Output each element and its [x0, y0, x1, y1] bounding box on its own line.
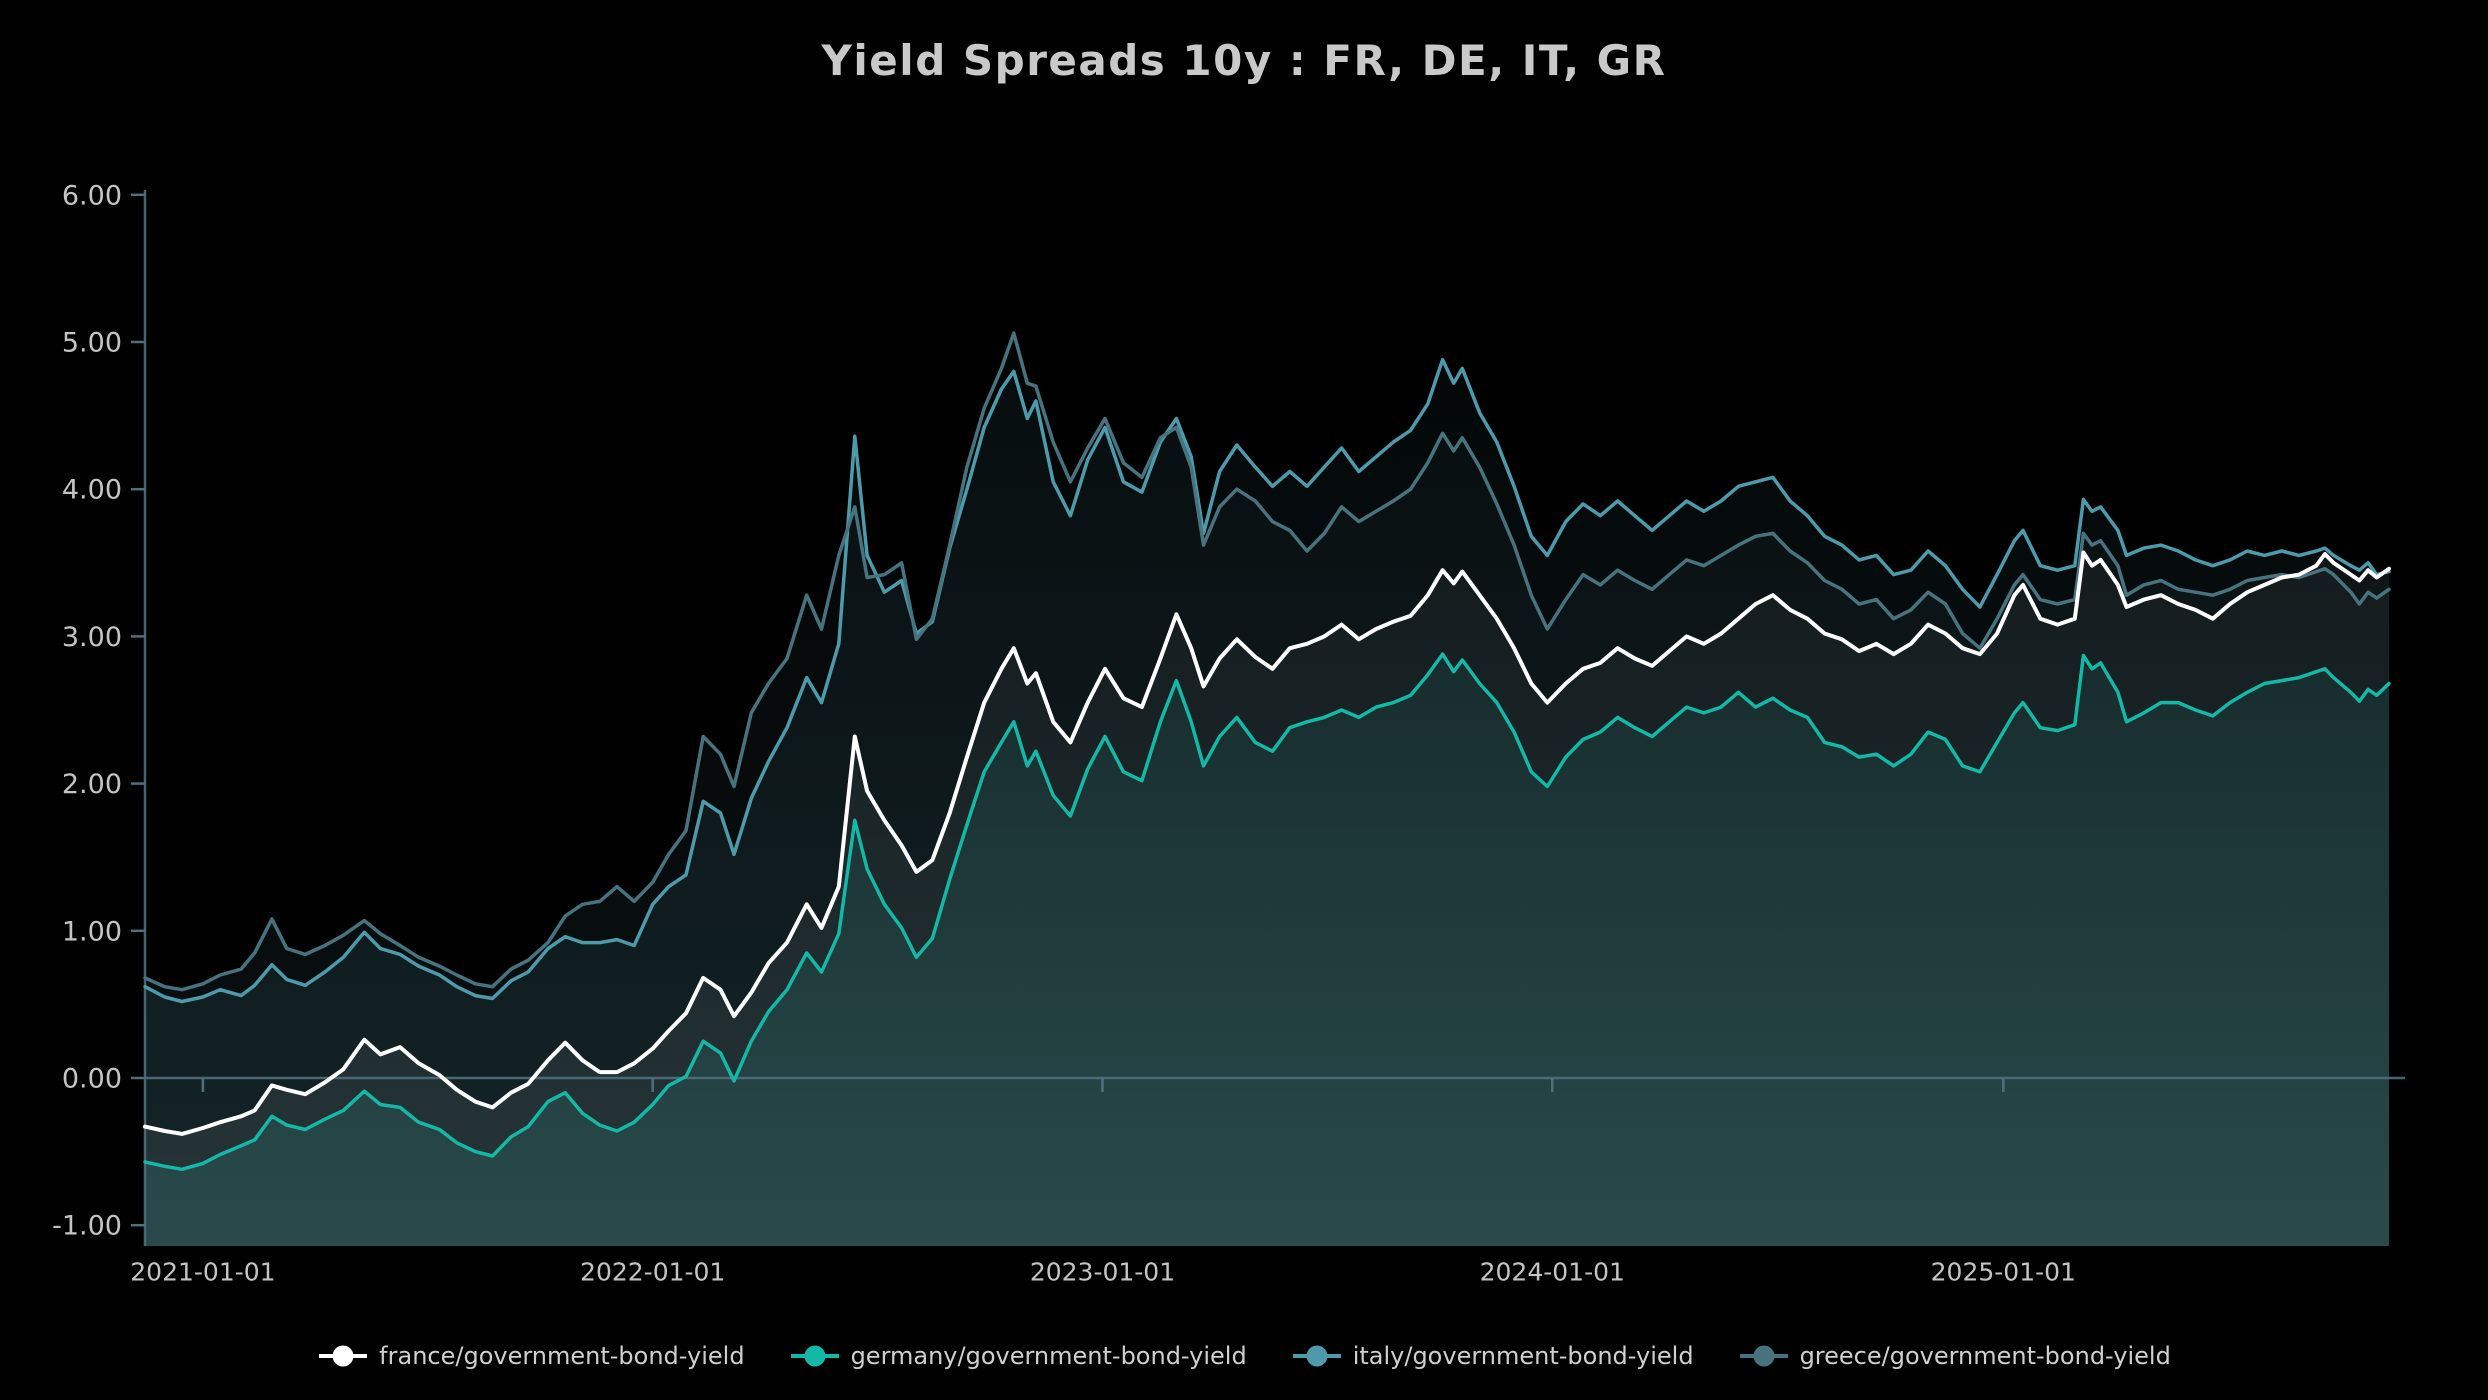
legend-item-greece[interactable]: greece/government-bond-yield [1738, 1343, 2171, 1369]
y-axis-tick-label: 6.00 [62, 180, 122, 211]
legend-marker-italy-icon [1292, 1345, 1341, 1367]
area-fill-france [145, 552, 2389, 1246]
x-axis-tick-label: 2023-01-01 [1030, 1257, 1175, 1286]
series-line-france [143, 550, 2391, 1136]
legend-marker-greece-icon [1739, 1345, 1788, 1367]
x-axis-tick-label: 2024-01-01 [1480, 1257, 1625, 1286]
x-axis-tick-label: 2025-01-01 [1931, 1257, 2076, 1286]
legend-item-germany[interactable]: germany/government-bond-yield [789, 1343, 1247, 1369]
chart-legend: france/government-bond-yield germany/gov… [0, 1330, 2488, 1382]
y-axis-tick-label: 0.00 [62, 1063, 122, 1094]
y-axis-tick-label: 2.00 [62, 769, 122, 800]
y-axis-tick-label: -1.00 [52, 1211, 122, 1242]
y-axis-tick-label: 5.00 [62, 327, 122, 358]
series-line-germany [143, 652, 2391, 1172]
legend-item-france[interactable]: france/government-bond-yield [317, 1342, 745, 1370]
legend-label-france: france/government-bond-yield [379, 1342, 745, 1370]
x-axis-tick-label: 2022-01-01 [580, 1257, 725, 1286]
y-axis-tick-label: 3.00 [62, 622, 122, 653]
legend-marker-france-icon [319, 1345, 368, 1367]
x-axis-tick-label: 2021-01-01 [130, 1257, 275, 1286]
chart-title: Yield Spreads 10y : FR, DE, IT, GR [821, 36, 1667, 85]
y-axis-tick-label: 1.00 [62, 916, 122, 947]
legend-label-italy: italy/government-bond-yield [1352, 1342, 1694, 1370]
series-line-italy [143, 357, 2391, 1004]
legend-marker-germany-icon [790, 1345, 839, 1367]
series-line-greece [143, 331, 2391, 992]
legend-label-greece: greece/government-bond-yield [1799, 1342, 2171, 1370]
legend-label-germany: germany/government-bond-yield [850, 1342, 1247, 1370]
legend-item-italy[interactable]: italy/government-bond-yield [1291, 1343, 1694, 1369]
y-axis-tick-label: 4.00 [62, 475, 122, 506]
